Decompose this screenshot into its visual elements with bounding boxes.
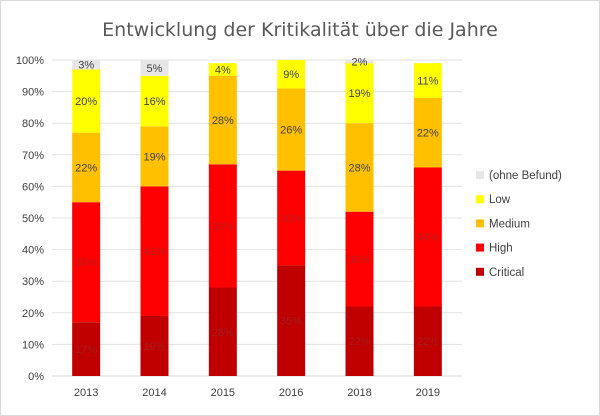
data-label: 17% (75, 344, 97, 356)
data-label: 11% (417, 76, 438, 88)
y-tick-label: 40% (22, 245, 44, 257)
x-tick-label: 2015 (211, 387, 235, 399)
data-label: 41% (143, 246, 165, 258)
bar-segment (140, 315, 169, 376)
bar-segment (208, 75, 237, 165)
y-tick-label: 90% (22, 87, 44, 99)
data-label: 35% (280, 316, 302, 328)
gridlines (52, 59, 462, 377)
data-label: 28% (212, 327, 234, 339)
data-label: 19% (143, 341, 165, 353)
bar-segment (277, 265, 306, 376)
x-tick-label: 2013 (74, 387, 98, 399)
bar-segment (277, 60, 306, 89)
data-label: 26% (280, 125, 302, 137)
bar-segment (72, 69, 101, 133)
data-label: 39% (212, 221, 234, 233)
legend-swatch (476, 171, 484, 179)
legend-label: Critical (489, 267, 524, 279)
x-tick-label: 2016 (279, 387, 303, 399)
bar-segment (208, 164, 237, 288)
data-label: 30% (280, 213, 302, 225)
bar-segment (413, 167, 442, 307)
y-tick-label: 50% (22, 213, 44, 225)
bar-segment (208, 63, 237, 76)
y-tick-label: 60% (22, 181, 44, 193)
legend: (ohne Befund) Low Medium High Critical (476, 170, 562, 279)
bar-segment (277, 170, 306, 266)
data-label: 22% (75, 162, 97, 174)
bar-segment (140, 186, 169, 316)
legend-swatch (476, 219, 484, 228)
x-tick-label: 2014 (142, 387, 166, 399)
bar-segment (140, 75, 169, 127)
data-label: 28% (348, 162, 370, 174)
bar-segment (345, 63, 374, 124)
bar-segment (413, 306, 442, 376)
data-label: 19% (143, 151, 165, 163)
bar-segment (345, 123, 374, 212)
data-label: 22% (417, 128, 439, 140)
y-tick-label: 100% (16, 55, 44, 67)
legend-label: Medium (489, 218, 530, 230)
data-label: 4% (215, 64, 231, 76)
legend-label: (ohne Befund) (489, 170, 562, 182)
bar-segment (413, 97, 442, 168)
bar-segment (72, 132, 101, 203)
data-label: 28% (212, 115, 234, 127)
bar-segment (345, 306, 374, 376)
legend-swatch (476, 243, 484, 252)
chart-title: Entwicklung der Kritikalität über die Ja… (102, 19, 498, 41)
data-label: 20% (75, 96, 97, 108)
data-label: 19% (348, 88, 370, 100)
bar-segment (72, 60, 101, 70)
y-tick-label: 10% (22, 339, 44, 351)
x-axis: 2013 2014 2015 2016 2018 2019 (74, 387, 440, 399)
x-tick-label: 2019 (416, 387, 440, 399)
bar-segment (208, 287, 237, 376)
y-tick-label: 80% (22, 118, 44, 130)
data-label: 5% (147, 63, 163, 75)
data-label: 44% (417, 232, 439, 244)
data-label: 16% (143, 96, 165, 108)
data-label: 3% (78, 60, 94, 72)
bar-segment (345, 60, 374, 64)
data-label: 22% (348, 336, 370, 348)
y-axis: 0% 10% 20% 30% 40% 50% 60% 70% 80% 90% 100% (16, 55, 44, 383)
x-tick-label: 2018 (347, 387, 371, 399)
data-label: 30% (348, 254, 370, 266)
data-label: 22% (417, 336, 439, 348)
bar-segment (140, 126, 169, 187)
y-tick-label: 0% (28, 371, 44, 383)
data-label: 38% (75, 257, 97, 269)
data-label: 2% (352, 57, 368, 69)
bar-segment (140, 60, 169, 76)
bars: 17% 38% 22% 20% 3% 19% 41% 19% 16% 5% 28% 39% 28% 4% 3… (72, 57, 442, 376)
bar-segment (72, 322, 101, 376)
legend-swatch (476, 267, 484, 276)
y-tick-label: 30% (22, 276, 44, 288)
legend-swatch (476, 195, 484, 204)
bar-segment (413, 63, 442, 98)
bar-segment (72, 202, 101, 323)
legend-label: Low (489, 194, 511, 206)
legend-label: High (489, 243, 513, 255)
y-tick-label: 20% (22, 308, 44, 320)
y-tick-label: 70% (22, 150, 44, 162)
bar-segment (277, 88, 306, 171)
data-label: 9% (283, 69, 299, 81)
bar-segment (345, 211, 374, 307)
